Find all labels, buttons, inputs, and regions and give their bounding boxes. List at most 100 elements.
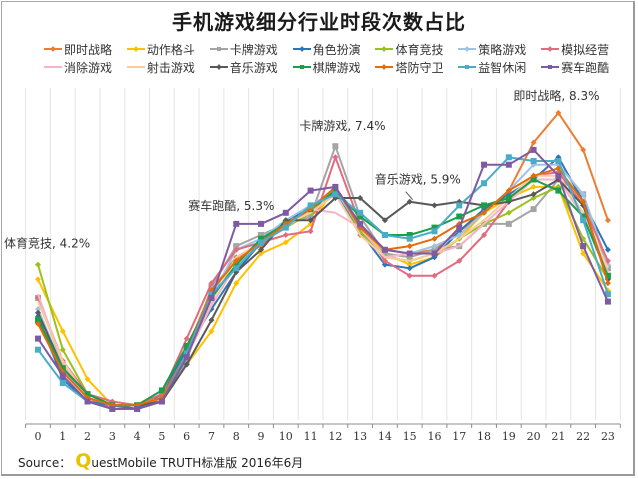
data-point [406,272,413,279]
data-point [406,254,413,261]
data-point [381,250,388,257]
legend-item: 角色扮演 [292,41,376,58]
annotation-leader [405,191,414,201]
data-point [406,265,413,272]
x-tick-label: 1 [59,430,66,443]
data-point [59,328,66,335]
data-point [431,254,438,261]
data-point [505,187,512,194]
data-point [307,217,314,224]
data-point [530,172,537,179]
data-point [59,346,66,353]
data-point [530,183,537,190]
data-point [282,239,289,246]
data-point [357,209,364,216]
data-point [406,250,413,257]
data-point [258,239,265,246]
data-point [183,357,190,364]
x-tick-label: 12 [328,430,342,443]
legend-swatch [44,44,62,54]
data-point [580,146,587,153]
data-point [233,257,240,264]
x-tick-label: 21 [551,430,565,443]
data-point [332,143,339,150]
data-point [233,261,240,268]
data-point [84,376,91,383]
data-point [530,158,537,164]
data-point [580,198,587,205]
series-line [37,148,609,410]
data-point [604,246,611,253]
x-tick-label: 15 [403,430,417,443]
legend-swatch [126,44,145,54]
legend-label: 棋牌游戏 [312,60,361,75]
data-point [481,202,488,209]
data-point [604,217,611,224]
data-point [183,343,190,349]
data-point [406,243,413,250]
legend-label: 射击游戏 [146,60,195,75]
data-point [208,283,215,290]
legend-row: 即时战略 动作格斗 卡牌游戏 角色扮演 体育竞技 策略游戏 模拟经营 [44,40,624,58]
data-point [456,213,463,220]
x-tick-label: 0 [35,430,42,443]
gridlines [25,88,621,420]
data-point [456,202,463,209]
data-point [258,246,265,253]
data-point [530,191,537,198]
data-point [332,154,339,161]
data-point [481,209,488,216]
legend-swatch [292,62,311,72]
annotation-label: 赛车跑酷, 5.3% [188,198,274,213]
legend-swatch [458,44,477,54]
legend-item: 模拟经营 [541,41,624,58]
data-point [604,280,611,287]
x-tick-label: 22 [576,430,590,443]
x-tick-label: 10 [279,430,293,443]
legend-item: 赛车跑酷 [541,59,624,76]
x-tick-label: 13 [353,430,367,443]
data-point [332,183,339,190]
x-tick-label: 19 [502,430,516,443]
legend-item: 射击游戏 [126,59,210,76]
data-point [530,139,537,146]
data-point [208,317,215,324]
legend-item: 消除游戏 [44,59,127,76]
legend-swatch [541,44,560,54]
source-label: Source： [18,456,72,470]
legend-item: 动作格斗 [126,41,210,58]
data-point [59,380,66,386]
data-point [84,391,91,398]
data-point [35,317,41,324]
data-point [35,276,41,283]
legend-label: 动作格斗 [146,42,195,57]
legend: 即时战略 动作格斗 卡牌游戏 角色扮演 体育竞技 策略游戏 模拟经营 消除游戏 射击游戏 音乐游… [44,40,624,76]
data-point [381,246,388,253]
legend-label: 赛车跑酷 [561,60,610,75]
legend-label: 策略游戏 [478,42,527,57]
data-point [456,224,463,231]
data-point [35,335,41,342]
data-point [258,235,265,242]
data-point [158,398,165,405]
data-point [555,172,562,179]
x-tick-label: 18 [477,430,491,443]
data-point [282,232,289,238]
legend-label: 角色扮演 [312,42,361,57]
source-text: uestMobile TRUTH标准版 2016年6月 [91,456,304,470]
data-point [381,261,388,268]
data-point [555,158,562,164]
x-tick-label: 20 [527,430,541,443]
data-point [580,250,587,257]
data-point [431,202,438,209]
annotation-label: 音乐游戏, 5.9% [375,172,461,187]
x-tick-label: 3 [109,430,116,443]
questmobile-logo: Q [75,450,92,472]
data-point [431,250,438,257]
data-point [555,109,562,116]
x-tick-label: 8 [233,430,240,443]
legend-label: 消除游戏 [64,60,113,75]
data-point [580,243,587,250]
legend-swatch [209,44,228,54]
